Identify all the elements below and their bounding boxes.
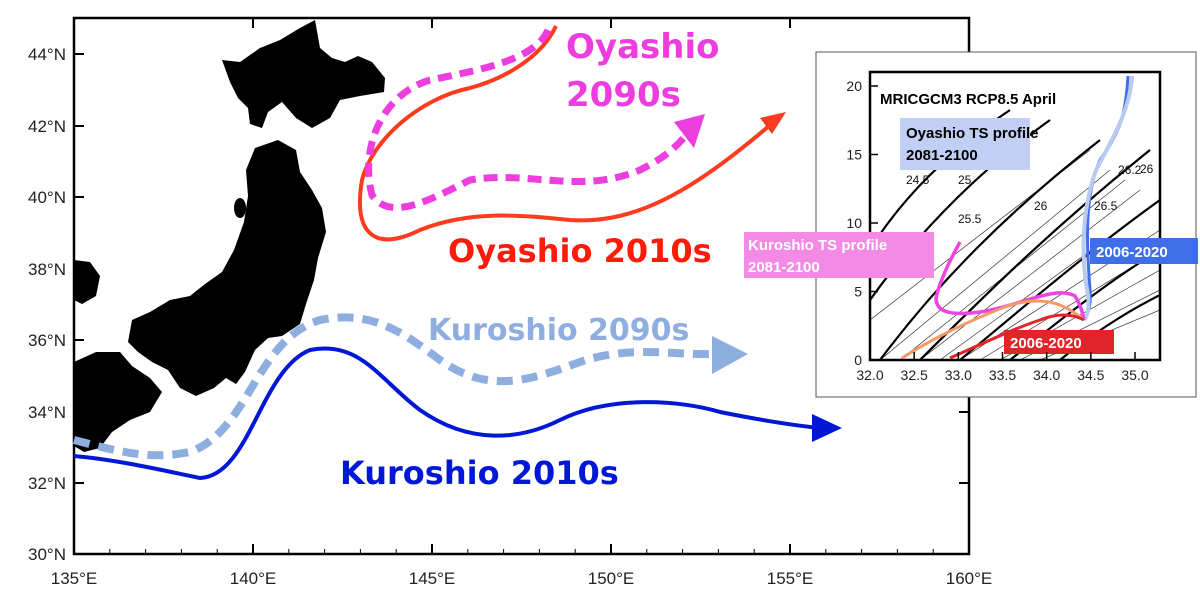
oyashio-profile-years: 2081-2100 bbox=[906, 147, 978, 164]
inset-x-tick-label: 34.0 bbox=[1033, 367, 1060, 383]
lon-tick-label: 135°E bbox=[51, 569, 98, 588]
inset-x-tick-label: 32.0 bbox=[856, 367, 883, 383]
lat-tick-label: 36°N bbox=[28, 331, 66, 350]
kuroshio-2006-2020-orange-profile bbox=[901, 299, 1085, 360]
kuroshio-2090s-label: Kuroshio 2090s bbox=[428, 313, 689, 348]
lat-tick-label: 34°N bbox=[28, 403, 66, 422]
kuroshio-profile-label: Kuroshio TS profile bbox=[748, 237, 887, 254]
oyashio-2090s-arrow bbox=[674, 114, 705, 148]
japan-land bbox=[74, 20, 385, 452]
lat-tick-label: 38°N bbox=[28, 260, 66, 279]
isopycnal-label: 26.5 bbox=[1094, 199, 1118, 213]
inset-y-tick-label: 20 bbox=[846, 78, 862, 94]
inset-x-tick-label: 32.5 bbox=[901, 367, 928, 383]
kuroshio-2010s-arrow bbox=[812, 414, 842, 442]
isopycnal-label: 26.2 bbox=[1118, 163, 1142, 177]
oyashio-profile-label-bg bbox=[900, 118, 1030, 170]
red-period-label: 2006-2020 bbox=[1010, 335, 1082, 352]
isopycnal-label: 24.5 bbox=[906, 173, 930, 187]
lat-tick-label: 44°N bbox=[28, 45, 66, 64]
oyashio-2090s-label: Oyashio bbox=[566, 27, 719, 67]
lat-tick-label: 30°N bbox=[28, 545, 66, 564]
inset-y-tick-label: 15 bbox=[846, 147, 862, 163]
oyashio-profile-label: Oyashio TS profile bbox=[906, 125, 1039, 142]
oyashio-2090s-path bbox=[365, 28, 693, 212]
inset-frame bbox=[868, 70, 1162, 362]
isopycnal-label: 26 bbox=[1140, 162, 1154, 176]
honshu bbox=[128, 140, 326, 396]
kuroshio-2006-2020-red-profile bbox=[949, 313, 1085, 360]
lon-tick-label: 155°E bbox=[767, 569, 814, 588]
inset-y-ticks: 0 5 10 15 20 bbox=[846, 78, 878, 368]
kuroshio-2010s-path bbox=[73, 346, 821, 481]
inset-y-tick-label: 10 bbox=[846, 215, 862, 231]
hokkaido bbox=[222, 20, 385, 128]
lon-tick-label: 150°E bbox=[588, 569, 635, 588]
longitude-ticks: 135°E 140°E 145°E 150°E 155°E 160°E bbox=[51, 18, 993, 588]
inset-title: MRICGCM3 RCP8.5 April bbox=[880, 91, 1056, 108]
blue-period-label: 2006-2020 bbox=[1096, 244, 1168, 261]
lon-tick-label: 140°E bbox=[230, 569, 277, 588]
small-island bbox=[234, 198, 246, 218]
oyashio-2010s-path bbox=[358, 25, 778, 242]
oyashio-2010s-arrow bbox=[760, 112, 786, 134]
oyashio-2010s-label: Oyashio 2010s bbox=[448, 232, 712, 270]
isopycnal-label: 25.5 bbox=[958, 212, 982, 226]
inset-x-tick-label: 33.0 bbox=[945, 367, 972, 383]
inset-ts-diagram: 24.5 25 25.5 26 26.2 26.5 26 MRICGCM3 RC… bbox=[744, 51, 1198, 398]
inset-y-tick-label: 0 bbox=[854, 352, 862, 368]
inset-y-tick-label: 5 bbox=[854, 284, 862, 300]
inset-x-tick-label: 33.5 bbox=[989, 367, 1016, 383]
kyushu bbox=[74, 352, 162, 452]
lat-tick-label: 32°N bbox=[28, 474, 66, 493]
isopycnal-label: 25 bbox=[958, 173, 972, 187]
korea-edge bbox=[74, 260, 100, 304]
lat-tick-label: 40°N bbox=[28, 188, 66, 207]
lat-tick-label: 42°N bbox=[28, 117, 66, 136]
kuroshio-2090s-arrow bbox=[712, 336, 748, 374]
kuroshio-2010s-label: Kuroshio 2010s bbox=[340, 454, 619, 492]
isopycnal-label: 26 bbox=[1034, 199, 1048, 213]
inset-x-ticks: 32.0 32.5 33.0 33.5 34.0 34.5 35.0 bbox=[856, 352, 1149, 383]
kuroshio-profile-label-bg bbox=[744, 232, 934, 278]
kuroshio-2081-2100-profile bbox=[934, 241, 1086, 321]
inset-x-tick-label: 34.5 bbox=[1077, 367, 1104, 383]
kuroshio-profile-years: 2081-2100 bbox=[748, 259, 820, 276]
inset-x-tick-label: 35.0 bbox=[1121, 367, 1148, 383]
oyashio-2081-2100-profile bbox=[1081, 75, 1134, 322]
lon-tick-label: 145°E bbox=[409, 569, 456, 588]
lon-tick-label: 160°E bbox=[946, 569, 993, 588]
oyashio-2090s-year-label: 2090s bbox=[566, 75, 681, 115]
blue-period-label-bg bbox=[1090, 238, 1198, 264]
red-period-label-bg bbox=[1004, 330, 1114, 354]
